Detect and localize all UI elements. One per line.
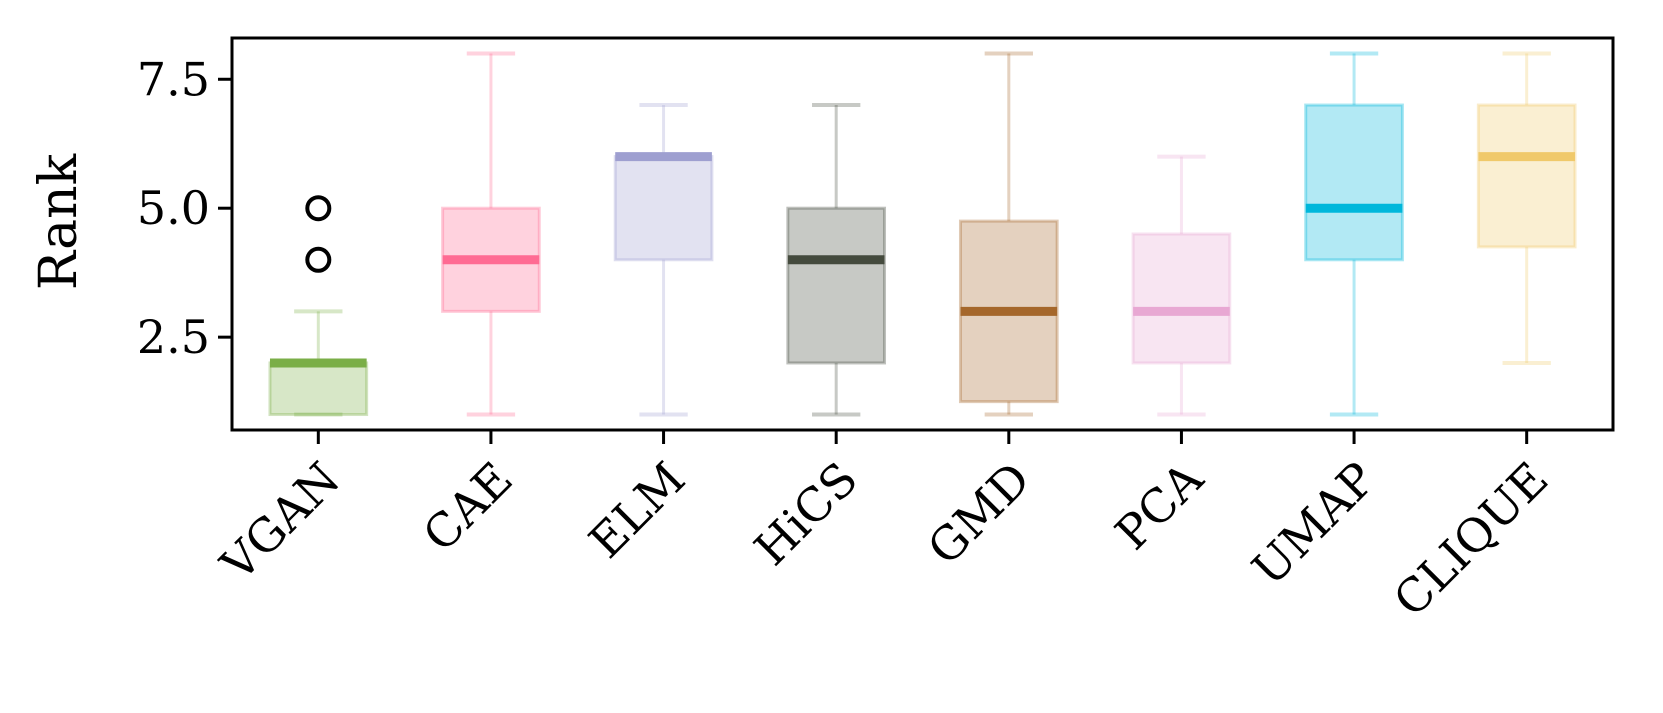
box-body-pca bbox=[1131, 232, 1232, 365]
box-hics bbox=[786, 103, 887, 417]
x-tick-label: VGAN bbox=[210, 452, 350, 592]
box-body-vgan bbox=[268, 361, 369, 417]
flier-vgan-0 bbox=[305, 246, 332, 273]
box-pca bbox=[1131, 154, 1232, 417]
box-body-clique bbox=[1476, 103, 1577, 249]
plot-frame bbox=[230, 36, 1615, 432]
x-tick-label: UMAP bbox=[1242, 452, 1386, 596]
box-body-hics bbox=[786, 206, 887, 365]
box-elm bbox=[613, 103, 714, 417]
x-tick-label: CLIQUE bbox=[1383, 452, 1558, 627]
box-gmd bbox=[958, 51, 1059, 417]
box-clique bbox=[1476, 51, 1577, 365]
x-tick-label: GMD bbox=[917, 452, 1041, 576]
y-tick-label: 2.5 bbox=[137, 310, 210, 364]
y-tick-label: 7.5 bbox=[137, 52, 210, 106]
box-body-elm bbox=[613, 155, 714, 262]
x-tick-label: PCA bbox=[1105, 451, 1214, 560]
x-tick-label: ELM bbox=[579, 452, 696, 569]
box-body-umap bbox=[1304, 103, 1404, 262]
x-tick-label: HiCS bbox=[744, 452, 868, 576]
y-axis-label: Rank bbox=[29, 153, 89, 290]
y-tick-label: 5.0 bbox=[137, 181, 210, 235]
flier-vgan-1 bbox=[305, 195, 332, 222]
box-umap bbox=[1304, 51, 1404, 417]
box-vgan bbox=[268, 195, 369, 417]
x-tick-label: CAE bbox=[412, 452, 522, 562]
boxes-layer bbox=[268, 51, 1577, 417]
box-cae bbox=[441, 51, 541, 417]
